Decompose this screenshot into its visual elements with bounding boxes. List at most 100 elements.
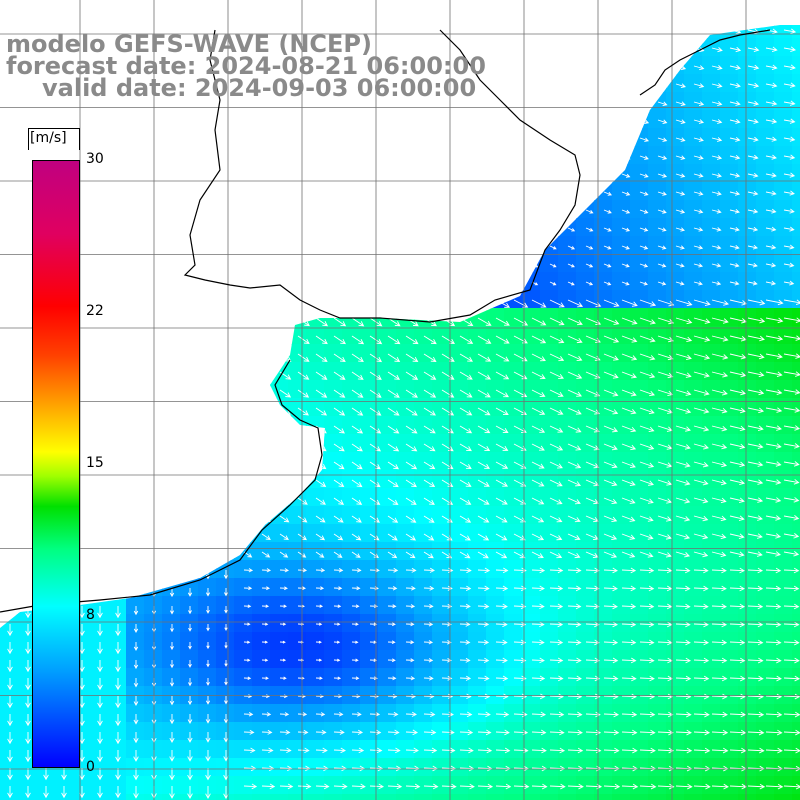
wind-arrow	[675, 711, 692, 718]
wind-arrow	[495, 371, 510, 380]
wind-arrow	[711, 567, 727, 574]
field-cell	[180, 578, 199, 597]
field-cell	[684, 362, 703, 381]
wind-arrow	[765, 64, 778, 70]
field-cell	[666, 596, 685, 615]
field-cell	[504, 722, 523, 741]
wind-arrow	[567, 227, 576, 232]
wind-arrow	[693, 155, 704, 160]
field-cell	[486, 650, 505, 669]
field-cell	[684, 218, 703, 237]
wind-arrow	[477, 711, 491, 718]
wind-arrow	[387, 533, 398, 541]
wind-arrow	[79, 696, 85, 709]
wind-arrow	[657, 353, 674, 361]
field-cell	[234, 794, 253, 800]
field-cell	[666, 452, 685, 471]
wind-arrow	[693, 443, 709, 450]
field-cell	[720, 56, 739, 75]
wind-arrow	[711, 65, 723, 71]
wind-arrow	[729, 425, 746, 432]
wind-arrow	[585, 227, 594, 232]
field-cell	[342, 722, 361, 741]
field-cell	[684, 146, 703, 165]
field-cell	[702, 200, 721, 219]
wind-arrow	[387, 371, 400, 380]
wind-arrow	[206, 660, 210, 668]
wind-arrow	[693, 263, 704, 268]
wind-arrow	[639, 407, 655, 415]
field-cell	[756, 272, 775, 291]
field-cell	[342, 542, 361, 561]
wind-arrow	[783, 28, 797, 34]
field-cell	[396, 614, 415, 633]
wind-arrow	[477, 639, 490, 645]
field-cell	[540, 380, 559, 399]
wind-arrow	[621, 567, 637, 574]
field-cell	[306, 776, 325, 795]
wind-arrow	[531, 693, 546, 700]
field-cell	[630, 182, 649, 201]
field-cell	[630, 704, 649, 723]
field-cell	[630, 434, 649, 453]
wind-arrow	[567, 711, 583, 718]
wind-arrow	[97, 768, 103, 781]
wind-arrow	[711, 83, 723, 89]
field-cell	[702, 380, 721, 399]
field-cell	[540, 416, 559, 435]
wind-arrow	[243, 622, 251, 626]
field-cell	[756, 560, 775, 579]
wind-arrow	[187, 786, 193, 799]
field-cell	[648, 794, 667, 800]
colorbar-tick-label: 15	[86, 455, 104, 471]
wind-arrow	[675, 263, 685, 268]
wind-arrow	[495, 621, 508, 628]
field-cell	[90, 632, 109, 651]
wind-arrow	[495, 425, 509, 433]
wind-arrow	[495, 783, 512, 790]
field-cell	[792, 794, 800, 800]
field-cell	[738, 92, 757, 111]
field-cell	[792, 362, 800, 381]
field-cell	[252, 794, 271, 800]
wind-arrow	[333, 353, 346, 363]
wind-arrow	[549, 335, 565, 344]
wind-arrow	[459, 353, 473, 362]
field-cell	[576, 614, 595, 633]
field-cell	[180, 776, 199, 795]
wind-arrow	[79, 624, 85, 637]
field-cell	[702, 164, 721, 183]
wind-arrow	[459, 479, 472, 487]
field-cell	[360, 758, 379, 777]
wind-arrow	[405, 658, 415, 663]
field-cell	[576, 434, 595, 453]
field-cell	[774, 488, 793, 507]
field-cell	[612, 218, 631, 237]
field-cell	[756, 524, 775, 543]
field-cell	[702, 146, 721, 165]
wind-arrow	[603, 227, 612, 232]
field-cell	[630, 290, 649, 309]
field-cell	[612, 794, 631, 800]
wind-arrow	[657, 461, 673, 468]
wind-arrow	[333, 622, 341, 626]
field-cell	[684, 560, 703, 579]
field-cell	[738, 110, 757, 129]
wind-arrow	[169, 714, 175, 725]
field-cell	[576, 668, 595, 687]
field-cell	[324, 722, 343, 741]
field-cell	[432, 668, 451, 687]
wind-arrow	[747, 389, 765, 396]
wind-arrow	[729, 118, 741, 124]
wind-arrow	[765, 154, 777, 160]
field-cell	[720, 398, 739, 417]
wind-arrow	[459, 497, 472, 505]
field-cell	[666, 380, 685, 399]
wind-arrow	[224, 642, 228, 649]
field-cell	[792, 290, 800, 309]
wind-arrow	[729, 585, 746, 592]
field-cell	[756, 794, 775, 800]
field-cell	[450, 740, 469, 759]
wind-arrow	[711, 747, 729, 754]
